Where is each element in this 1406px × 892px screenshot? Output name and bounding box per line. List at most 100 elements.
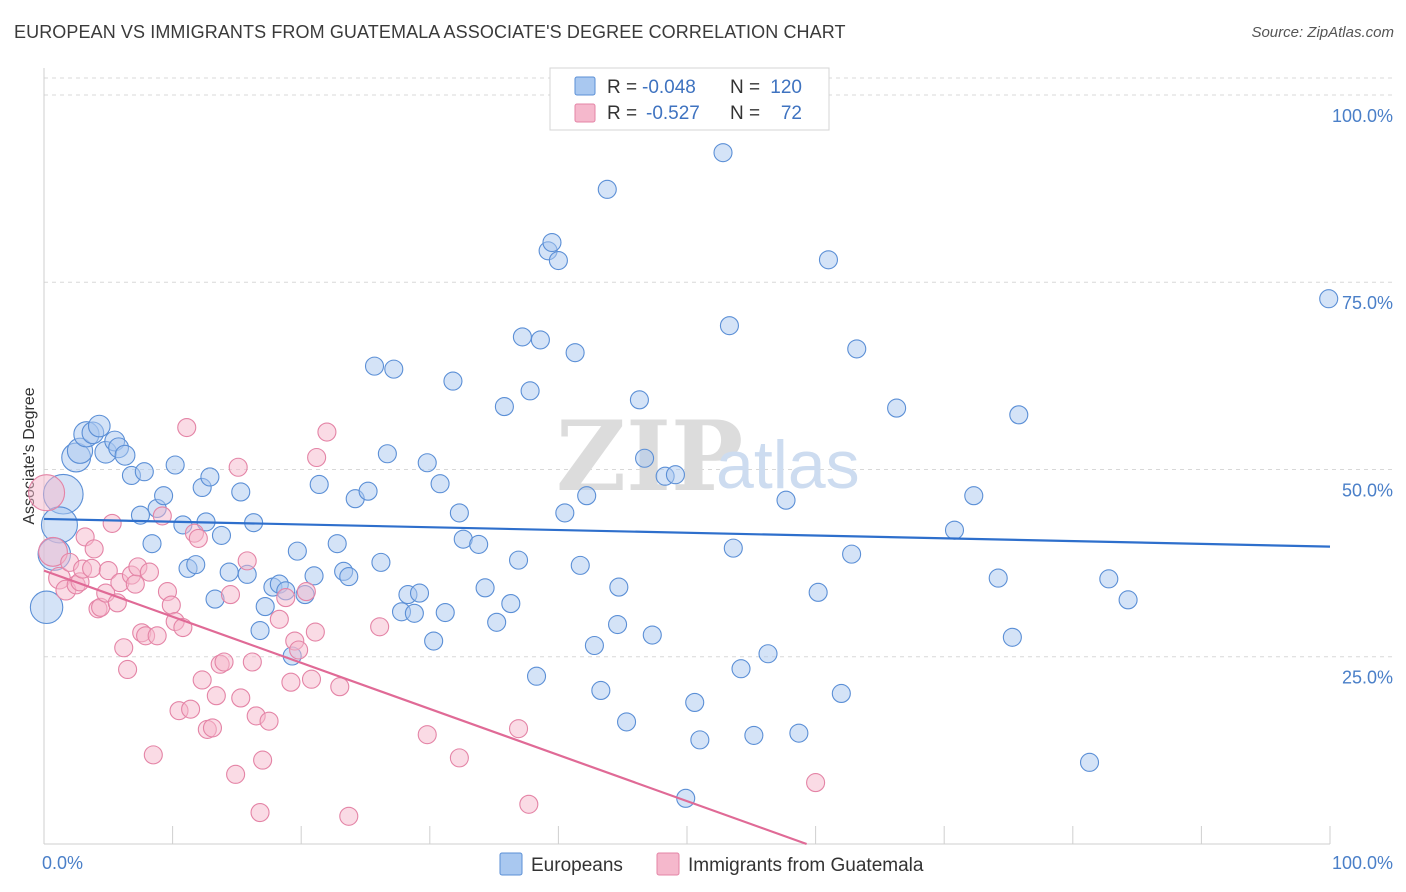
- legend-r-label-1: R =: [607, 77, 637, 98]
- guatemala-point-21: [125, 574, 145, 594]
- europeans-point-65: [494, 397, 514, 417]
- europeans-point-14: [134, 462, 154, 482]
- europeans-point-106: [944, 520, 965, 540]
- legend-swatch-guatemala: [574, 103, 596, 123]
- europeans-point-19: [165, 455, 185, 475]
- europeans-point-0: [29, 590, 64, 625]
- europeans-point-110: [1009, 405, 1029, 425]
- guatemala-point-52: [253, 750, 273, 770]
- europeans-point-57: [430, 474, 450, 494]
- guatemala-point-64: [330, 677, 350, 697]
- guatemala-point-48: [237, 551, 257, 571]
- europeans-point-80: [597, 179, 617, 199]
- europeans-point-25: [200, 467, 220, 487]
- guatemala-point-58: [289, 640, 309, 660]
- europeans-point-16: [154, 486, 174, 506]
- guatemala-point-70: [519, 794, 539, 814]
- europeans-point-109: [1002, 627, 1022, 647]
- europeans-point-49: [377, 444, 397, 464]
- europeans-point-53: [404, 603, 424, 623]
- europeans-point-84: [629, 390, 649, 410]
- guatemala-point-68: [449, 748, 469, 768]
- legend-r-value-2: -0.527: [646, 103, 700, 124]
- europeans-point-17: [142, 534, 162, 554]
- watermark-atlas: atlas: [716, 427, 860, 503]
- europeans-point-54: [409, 583, 430, 603]
- europeans-point-72: [542, 232, 562, 253]
- europeans-point-62: [469, 534, 489, 554]
- y-tick-label-0: 25.0%: [1342, 668, 1393, 688]
- europeans-point-78: [584, 635, 604, 656]
- guatemala-point-44: [220, 585, 241, 605]
- europeans-point-92: [713, 143, 733, 163]
- europeans-point-90: [685, 692, 705, 712]
- guatemala-point-37: [188, 528, 208, 548]
- europeans-point-75: [565, 343, 585, 363]
- legend-n-label-2: N =: [730, 103, 760, 124]
- europeans-point-33: [255, 597, 275, 617]
- guatemala-point-10: [84, 539, 104, 559]
- europeans-point-86: [642, 625, 662, 645]
- guatemala-point-25: [139, 562, 160, 582]
- guatemala-point-30: [161, 595, 181, 615]
- guatemala-point-14: [98, 561, 118, 581]
- x-tick-label-min: 0.0%: [42, 853, 83, 873]
- europeans-point-29: [231, 482, 251, 502]
- legend-n-value-1: 120: [770, 77, 802, 98]
- europeans-point-50: [384, 359, 404, 379]
- europeans-point-79: [591, 680, 611, 701]
- guatemala-point-15: [102, 513, 122, 533]
- europeans-point-100: [808, 582, 828, 602]
- europeans-point-99: [789, 723, 809, 743]
- europeans-point-76: [570, 555, 590, 575]
- guatemala-point-71: [806, 773, 826, 793]
- europeans-point-56: [424, 631, 444, 651]
- europeans-point-46: [358, 481, 378, 501]
- legend-swatch-europeans: [574, 76, 596, 96]
- y-tick-label-1: 50.0%: [1342, 480, 1393, 500]
- axes-layer: [43, 68, 1331, 845]
- guatemala-point-0: [28, 474, 66, 512]
- europeans-point-2: [40, 506, 78, 544]
- guatemala-point-35: [181, 699, 201, 719]
- europeans-point-105: [887, 398, 907, 418]
- europeans-point-41: [309, 474, 329, 495]
- guatemala-point-19: [118, 659, 138, 680]
- guatemala-point-56: [281, 672, 301, 692]
- guatemala-point-51: [250, 802, 270, 823]
- europeans-point-74: [555, 503, 575, 523]
- legend-r-value-1: -0.048: [642, 77, 696, 98]
- legend-n-value-2: 72: [781, 103, 802, 124]
- legend-r-label-2: R =: [607, 103, 637, 124]
- europeans-point-48: [371, 552, 391, 572]
- x-tick-label-max: 100.0%: [1332, 853, 1393, 873]
- guatemala-point-26: [143, 745, 163, 765]
- europeans-point-18: [130, 505, 150, 525]
- europeans-point-68: [520, 381, 540, 401]
- guatemala-point-65: [339, 806, 359, 826]
- stats-legend-box: [549, 67, 830, 131]
- guatemala-point-53: [259, 711, 279, 731]
- europeans-point-115: [508, 550, 529, 570]
- europeans-point-73: [548, 250, 568, 271]
- source-label: Source: ZipAtlas.com: [1251, 24, 1394, 41]
- guatemala-point-62: [307, 447, 327, 468]
- guatemala-point-66: [370, 617, 390, 637]
- guatemala-point-63: [317, 422, 337, 442]
- europeans-point-77: [577, 486, 597, 506]
- europeans-point-83: [617, 712, 637, 732]
- europeans-point-95: [731, 659, 751, 679]
- europeans-point-101: [818, 250, 839, 270]
- europeans-point-55: [417, 453, 437, 473]
- europeans-point-42: [327, 534, 347, 554]
- y-tick-labels: 25.0% 50.0% 75.0% 100.0%: [1332, 106, 1393, 688]
- europeans-point-60: [449, 503, 469, 523]
- europeans-point-93: [719, 316, 739, 336]
- guatemala-point-49: [242, 652, 262, 672]
- y-tick-label-3: 100.0%: [1332, 106, 1393, 126]
- series-legend-label-guatemala: Immigrants from Guatemala: [688, 855, 924, 876]
- trend-lines: [43, 517, 1331, 846]
- europeans-point-70: [530, 330, 550, 350]
- europeans-point-98: [776, 490, 796, 510]
